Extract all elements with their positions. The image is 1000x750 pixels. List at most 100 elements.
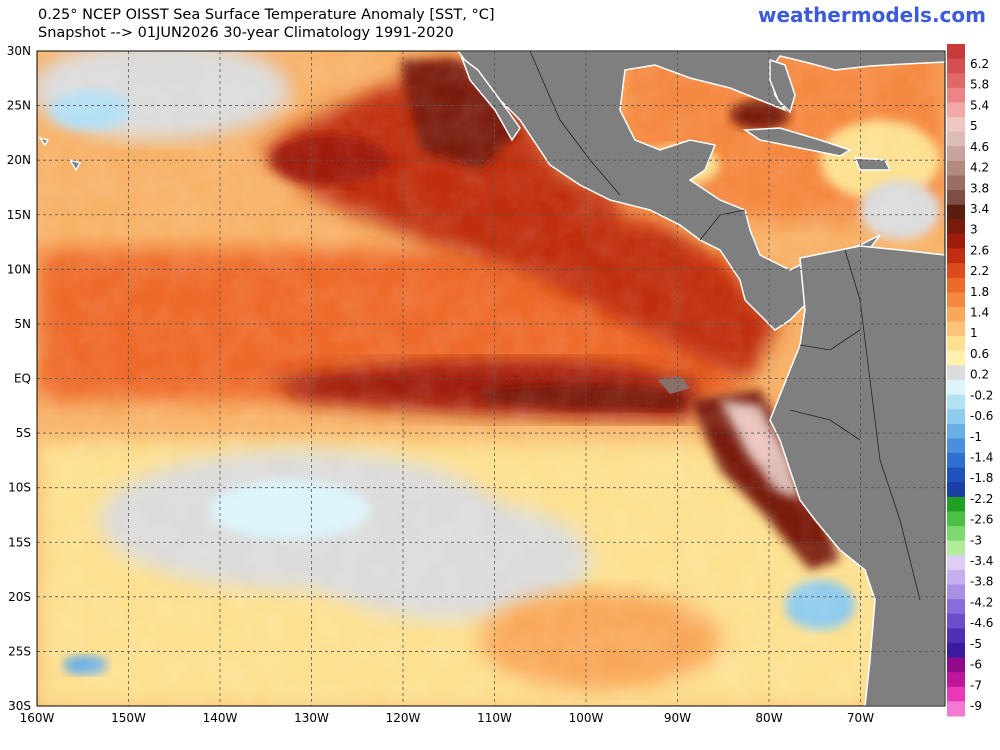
longitude-label: 80W (755, 711, 782, 725)
colorbar-label: 5 (970, 119, 978, 133)
colorbar-label: -5 (970, 637, 982, 651)
colorbar-swatch (947, 73, 965, 89)
colorbar-swatch (947, 555, 965, 571)
colorbar-swatch (947, 686, 965, 702)
latitude-labels: 30N 25N 20N 15N 10N 5N EQ 5S 10S 15S 20S 25S 30S (7, 44, 31, 713)
colorbar-swatch (947, 336, 965, 352)
colorbar-label: 5.8 (970, 78, 989, 92)
latitude-label: 25N (7, 99, 31, 113)
colorbar-swatch (947, 102, 965, 118)
latitude-label: 30S (8, 699, 31, 713)
colorbar-swatch (947, 657, 965, 673)
colorbar-label: -1 (970, 430, 982, 444)
colorbar-labels: 6.2 5.8 5.4 5 4.6 4.2 3.8 3.4 3 2.6 2.2 1.8 1.4 1 0.6 0… (970, 57, 993, 713)
colorbar-swatch (947, 219, 965, 235)
title-line-1: 0.25° NCEP OISST Sea Surface Temperature… (38, 7, 495, 23)
colorbar-label: 3 (970, 223, 978, 237)
colorbar-swatch (947, 438, 965, 454)
colorbar-label: 4.6 (970, 140, 989, 154)
colorbar-label: 0.2 (970, 368, 989, 382)
colorbar-label: 2.2 (970, 264, 989, 278)
longitude-label: 70W (847, 711, 874, 725)
latitude-label: 10N (7, 262, 31, 276)
colorbar-swatch (947, 453, 965, 469)
colorbar-swatch (947, 540, 965, 556)
colorbar-swatch (947, 511, 965, 527)
colorbar-label: -3.8 (970, 575, 993, 589)
colorbar-label: -2.6 (970, 513, 993, 527)
colorbar-swatch (947, 628, 965, 644)
colorbar-swatch (947, 701, 965, 717)
latitude-label: 15S (8, 535, 31, 549)
colorbar-swatch (947, 44, 965, 60)
land-masses (38, 51, 945, 706)
latitude-label: 15N (7, 208, 31, 222)
colorbar-swatch (947, 277, 965, 293)
latitude-label: 30N (7, 44, 31, 58)
colorbar-label: -3 (970, 533, 982, 547)
colorbar-swatch (947, 248, 965, 264)
colorbar-label: 3.4 (970, 202, 989, 216)
colorbar-label: 1 (970, 326, 978, 340)
colorbar-swatch (947, 87, 965, 103)
longitude-label: 130W (294, 711, 329, 725)
longitude-label: 140W (203, 711, 238, 725)
colorbar-swatch (947, 233, 965, 250)
colorbar-swatch (947, 292, 965, 308)
colorbar-swatch (947, 190, 965, 206)
longitude-label: 150W (111, 711, 146, 725)
colorbar-swatch (947, 482, 965, 498)
colorbar-swatch (947, 394, 965, 410)
colorbar-swatch (947, 423, 965, 439)
latitude-label: 20S (8, 590, 31, 604)
colorbar-label: -2.2 (970, 492, 993, 506)
colorbar-swatch (947, 613, 965, 629)
colorbar-swatch (947, 131, 965, 147)
colorbar-swatch (947, 263, 965, 279)
colorbar-label: 1.4 (970, 306, 989, 320)
colorbar-label: -9 (970, 699, 982, 713)
colorbar-swatch (947, 160, 965, 176)
map-frame (36, 50, 946, 707)
lat-lon-grid (37, 51, 945, 706)
colorbar-label: 5.4 (970, 98, 989, 112)
colorbar-swatch (947, 204, 965, 220)
colorbar-swatch (947, 380, 965, 396)
country-borders (529, 51, 921, 601)
colorbar-label: 3.8 (970, 181, 989, 195)
colorbar-label: -1.8 (970, 471, 993, 485)
latitude-label: 25S (8, 644, 31, 658)
anomaly-field (37, 51, 945, 706)
colorbar-swatch (947, 467, 965, 483)
colorbar-label: -6 (970, 658, 982, 672)
colorbar-swatch (947, 321, 965, 337)
latitude-label: 5N (14, 317, 31, 331)
map-title: 0.25° NCEP OISST Sea Surface Temperature… (38, 6, 495, 42)
colorbar-label: 4.2 (970, 161, 989, 175)
longitude-label: 120W (386, 711, 421, 725)
colorbar-swatch (947, 496, 965, 512)
latitude-label: 20N (7, 153, 31, 167)
colorbar-label: -3.4 (970, 554, 993, 568)
colorbar-swatch (947, 672, 965, 688)
colorbar-label: -0.6 (970, 409, 993, 423)
longitude-label: 90W (664, 711, 691, 725)
colorbar-label: 0.6 (970, 347, 989, 361)
colorbar-swatch (947, 642, 965, 659)
colorbar (947, 44, 965, 717)
latitude-label: 5S (16, 426, 31, 440)
colorbar-label: -0.2 (970, 388, 993, 402)
colorbar-swatch (947, 569, 965, 586)
longitude-labels: 160W 150W 140W 130W 120W 110W 100W 90W 80W 70W (20, 711, 875, 725)
brand-logo-text[interactable]: weathermodels.com (757, 3, 986, 27)
colorbar-label: 1.8 (970, 285, 989, 299)
colorbar-swatch (947, 175, 965, 191)
colorbar-swatch (947, 146, 965, 162)
colorbar-swatch (947, 599, 965, 615)
latitude-label: 10S (8, 481, 31, 495)
colorbar-swatch (947, 117, 965, 133)
colorbar-label: -4.2 (970, 595, 993, 609)
colorbar-label: -7 (970, 678, 982, 692)
longitude-label: 160W (20, 711, 55, 725)
